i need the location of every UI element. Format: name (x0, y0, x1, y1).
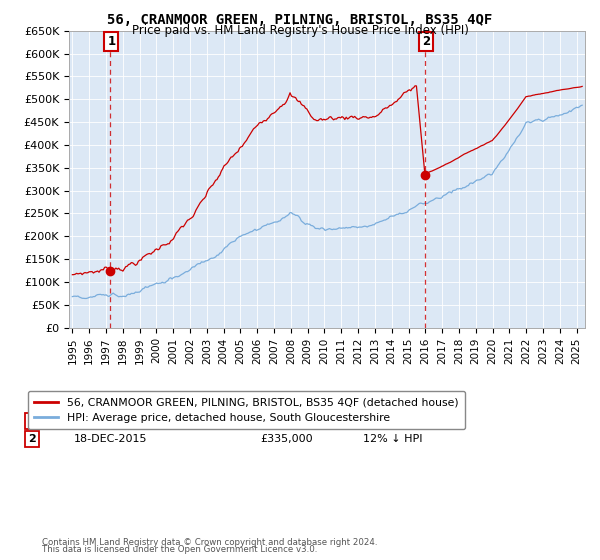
Text: 56, CRANMOOR GREEN, PILNING, BRISTOL, BS35 4QF: 56, CRANMOOR GREEN, PILNING, BRISTOL, BS… (107, 13, 493, 27)
Text: 2: 2 (422, 35, 430, 48)
Text: 27% ↑ HPI: 27% ↑ HPI (363, 416, 423, 426)
Text: This data is licensed under the Open Government Licence v3.0.: This data is licensed under the Open Gov… (42, 545, 317, 554)
Text: 1: 1 (28, 416, 35, 426)
Legend: 56, CRANMOOR GREEN, PILNING, BRISTOL, BS35 4QF (detached house), HPI: Average pr: 56, CRANMOOR GREEN, PILNING, BRISTOL, BS… (28, 391, 465, 430)
Text: 2: 2 (28, 434, 35, 444)
Text: £124,985: £124,985 (260, 416, 313, 426)
Text: 27-MAR-1997: 27-MAR-1997 (74, 416, 149, 426)
Text: Contains HM Land Registry data © Crown copyright and database right 2024.: Contains HM Land Registry data © Crown c… (42, 538, 377, 547)
Text: £335,000: £335,000 (260, 434, 313, 444)
Text: 1: 1 (107, 35, 115, 48)
Text: Price paid vs. HM Land Registry's House Price Index (HPI): Price paid vs. HM Land Registry's House … (131, 24, 469, 36)
Text: 12% ↓ HPI: 12% ↓ HPI (363, 434, 422, 444)
Text: 18-DEC-2015: 18-DEC-2015 (74, 434, 148, 444)
